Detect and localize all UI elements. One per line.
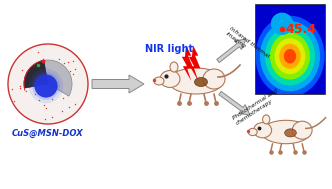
Circle shape xyxy=(29,69,63,103)
Ellipse shape xyxy=(254,122,272,138)
Circle shape xyxy=(35,74,57,98)
Ellipse shape xyxy=(285,129,296,137)
Ellipse shape xyxy=(261,120,311,144)
Wedge shape xyxy=(24,60,72,96)
Circle shape xyxy=(35,74,57,98)
Ellipse shape xyxy=(270,33,310,80)
Ellipse shape xyxy=(160,70,180,88)
Ellipse shape xyxy=(169,68,223,94)
Ellipse shape xyxy=(279,44,301,69)
Ellipse shape xyxy=(263,115,270,124)
Polygon shape xyxy=(182,45,193,81)
Ellipse shape xyxy=(255,16,325,97)
Circle shape xyxy=(271,13,293,35)
Ellipse shape xyxy=(260,21,320,91)
FancyArrow shape xyxy=(217,39,246,63)
Text: NIR light: NIR light xyxy=(145,44,193,54)
Text: Photothermal and
chemotherapy: Photothermal and chemotherapy xyxy=(232,88,282,126)
FancyArrow shape xyxy=(92,75,144,93)
FancyArrow shape xyxy=(219,91,250,115)
Text: CuS@MSN-DOX: CuS@MSN-DOX xyxy=(12,129,84,138)
Ellipse shape xyxy=(248,128,257,136)
Bar xyxy=(255,4,325,94)
Ellipse shape xyxy=(275,38,305,74)
Ellipse shape xyxy=(170,62,178,72)
Ellipse shape xyxy=(284,49,296,63)
Ellipse shape xyxy=(154,77,164,85)
Ellipse shape xyxy=(195,77,208,87)
Text: 45.4: 45.4 xyxy=(285,23,316,36)
Circle shape xyxy=(32,72,60,100)
Polygon shape xyxy=(189,45,200,81)
Ellipse shape xyxy=(203,69,225,89)
Wedge shape xyxy=(24,60,48,88)
Text: Infrared thermal
imaging: Infrared thermal imaging xyxy=(225,26,270,64)
Ellipse shape xyxy=(292,121,312,139)
Circle shape xyxy=(8,44,88,124)
Ellipse shape xyxy=(265,27,315,85)
